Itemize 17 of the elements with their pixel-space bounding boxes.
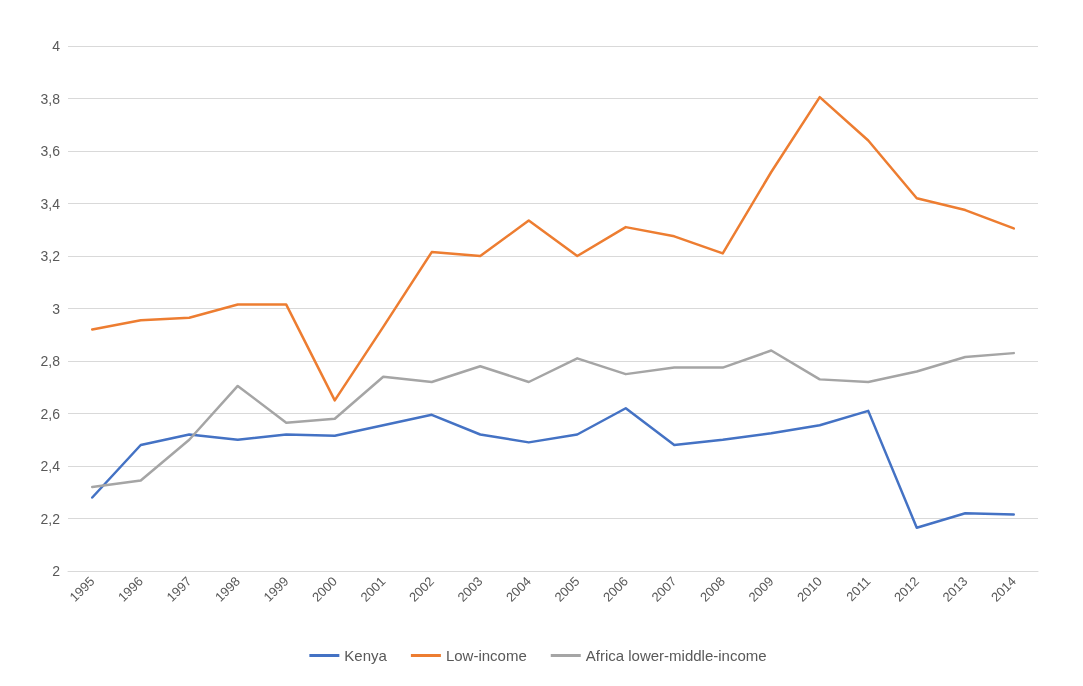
line-series [91, 95, 1015, 402]
y-tick-label: 2 [52, 563, 61, 579]
legend-label: Africa lower-middle-income [585, 647, 767, 664]
y-tick-label: 2,6 [40, 405, 61, 422]
line-series [91, 349, 1015, 489]
y-tick-label: 2,2 [40, 510, 61, 527]
y-tick-label: 2,4 [40, 458, 61, 474]
legend-label: Kenya [344, 647, 388, 664]
y-tick-label: 4 [52, 38, 61, 54]
line-series [91, 407, 1015, 529]
legend-label: Low-income [445, 647, 527, 664]
y-tick-label: 2,8 [40, 353, 61, 369]
y-tick-label: 3,8 [40, 90, 61, 107]
y-tick-label: 3,4 [40, 195, 61, 212]
y-tick-label: 3,6 [40, 143, 61, 159]
y-tick-label: 3,2 [40, 248, 61, 264]
y-tick-label: 3 [52, 300, 61, 317]
